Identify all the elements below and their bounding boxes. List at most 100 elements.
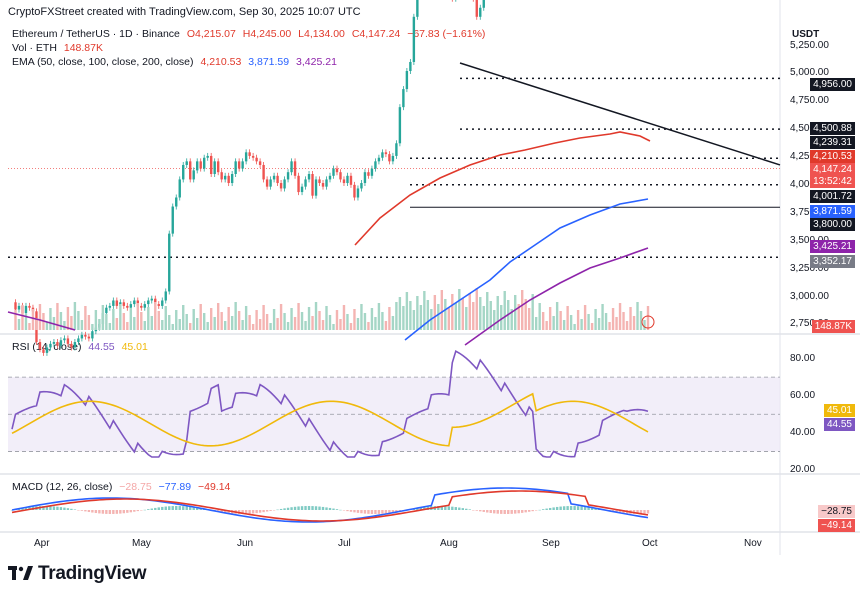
symbol-legend[interactable]: Ethereum / TetherUS · 1D · Binance O4,21…: [12, 28, 489, 40]
macd-hist-bar: [42, 506, 45, 510]
price-tick: 3,750.00: [790, 207, 829, 218]
volume-bar: [175, 310, 178, 330]
volume-bar: [545, 321, 548, 330]
volume-bar: [342, 305, 346, 330]
candle: [112, 300, 115, 306]
volume-bar: [419, 305, 423, 330]
macd-hist-bar: [73, 509, 77, 510]
candle: [49, 343, 52, 348]
volume-bar: [171, 324, 174, 330]
candle: [244, 152, 248, 162]
candle: [38, 342, 42, 350]
month-tick: Aug: [440, 538, 458, 549]
volume-bar: [56, 303, 59, 330]
macd-hist-bar: [367, 510, 370, 514]
volume-bar: [639, 311, 643, 330]
volume-bar: [122, 313, 126, 330]
macd-hist-bar: [24, 507, 28, 510]
volume-bar: [251, 324, 255, 330]
volume-bar: [24, 314, 28, 330]
volume-bar: [454, 303, 458, 330]
macd-hist-bar: [576, 506, 580, 510]
macd-hist-bar: [321, 506, 325, 510]
volume-bar: [255, 310, 258, 330]
volume-bar: [353, 309, 356, 330]
volume-bar: [14, 310, 17, 330]
macd-hist-bar: [416, 508, 419, 510]
macd-hist-bar: [458, 507, 461, 510]
macd-hist-bar: [265, 510, 269, 512]
macd-hist-bar: [241, 510, 244, 514]
macd-hist-bar: [269, 510, 272, 511]
macd-hist-bar: [370, 510, 374, 514]
price-change: −67.83 (−1.61%): [407, 28, 486, 40]
macd-hist-bar: [468, 509, 471, 510]
candle: [206, 155, 209, 158]
price-tag: 3,425.21: [810, 240, 855, 253]
candle: [14, 302, 17, 310]
macd-hist-bar: [594, 508, 597, 510]
candle: [185, 161, 188, 165]
volume-bar: [325, 306, 328, 330]
macd-legend[interactable]: MACD (12, 26, close) −28.75 −77.89 −49.1…: [12, 481, 234, 493]
volume-bar: [339, 319, 342, 330]
volume-bar: [154, 302, 157, 330]
candle: [171, 206, 174, 234]
macd-hist-bar: [276, 509, 279, 511]
volume-bar: [21, 305, 24, 330]
macd-hist-bar: [290, 507, 293, 510]
volume-bar: [129, 308, 133, 330]
candle: [395, 143, 398, 156]
candle: [482, 0, 485, 8]
volume-bar: [472, 302, 475, 330]
volume-bar: [31, 309, 35, 330]
volume-bar: [527, 308, 531, 330]
macd-hist-bar: [52, 506, 56, 510]
macd-hist-bar: [374, 510, 377, 514]
macd-hist-bar: [220, 510, 223, 513]
rsi-tick: 60.00: [790, 389, 816, 401]
macd-hist-bar: [440, 506, 444, 510]
volume-bar: [625, 321, 629, 330]
volume-bar: [517, 304, 520, 330]
macd-hist-bar: [185, 506, 188, 510]
volume-bar: [283, 313, 286, 330]
volume-bar: [479, 297, 482, 330]
volume-bar: [216, 303, 220, 330]
volume-bar: [615, 317, 618, 330]
volume-bar: [562, 320, 566, 330]
ema-legend[interactable]: EMA (50, close, 100, close, 200, close) …: [12, 56, 341, 68]
volume-bar: [493, 310, 496, 330]
price-tag: 4,956.00: [810, 78, 855, 91]
volume-bar: [622, 312, 625, 330]
volume-bar: [604, 313, 608, 330]
month-tick: Jun: [237, 538, 254, 549]
volume-bar: [482, 306, 485, 330]
macd-hist-bar: [569, 506, 573, 510]
candle: [24, 305, 28, 314]
volume-legend[interactable]: Vol · ETH 148.87K: [12, 42, 107, 54]
macd-hist-bar: [437, 506, 440, 510]
candle: [45, 347, 49, 353]
rsi-ma-value: 45.01: [121, 341, 148, 353]
candle: [133, 300, 136, 305]
price-tick: 5,250.00: [790, 39, 829, 51]
brand-name: TradingView: [38, 563, 147, 584]
macd-signal-value: −49.14: [197, 481, 231, 493]
candle: [272, 175, 276, 180]
tradingview-brand[interactable]: TradingView: [8, 563, 147, 585]
candle: [300, 186, 304, 193]
macd-hist-bar: [279, 508, 283, 510]
rsi-line: [11, 349, 649, 458]
macd-hist-bar: [175, 506, 178, 510]
macd-hist-bar: [500, 510, 503, 514]
volume-bar: [412, 310, 416, 330]
price-tag: 3,800.00: [810, 218, 855, 231]
price-tick: 4,250.00: [790, 151, 829, 162]
candle: [276, 175, 279, 184]
macd-hist-bar: [527, 510, 531, 512]
candle: [192, 170, 195, 180]
candle: [283, 179, 286, 189]
price-tag: 4,500.88: [810, 122, 855, 135]
